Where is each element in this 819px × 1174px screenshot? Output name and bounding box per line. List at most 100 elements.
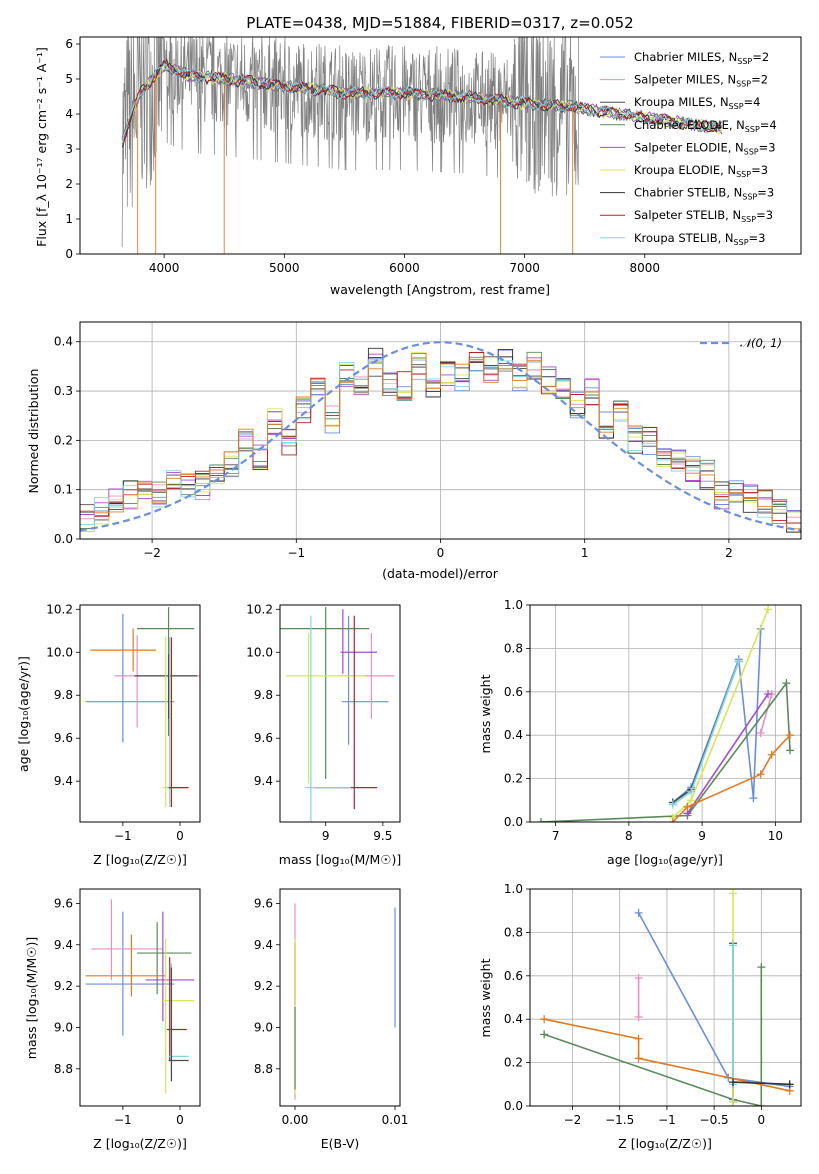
y-tick-label: 9.8 [254, 688, 273, 702]
errorbar-point [168, 637, 189, 807]
axes-frame [529, 888, 802, 1107]
errorbar-point [114, 635, 200, 728]
axes-frame [79, 36, 802, 255]
weight-marker [634, 1034, 643, 1043]
y-tick-label: 0.4 [54, 335, 73, 349]
x-tick-label: 0.01 [382, 1113, 409, 1127]
errorbar-point [340, 609, 378, 674]
y-tick-label: 0.6 [504, 685, 523, 699]
errorbar-point [90, 628, 156, 672]
mass-vs-ebv-panel: 0.00 0.01 8.8 9.0 9.2 9.4 9.6 E(B-V) [254, 888, 409, 1151]
x-tick-label: −1.5 [605, 1113, 634, 1127]
x-tick-label: 5000 [269, 261, 300, 275]
errorbar-point [341, 615, 389, 745]
axes-frame [529, 604, 802, 823]
y-tick-label: 9.6 [254, 731, 273, 745]
normal-curve [80, 341, 801, 532]
weight-marker [729, 889, 738, 898]
weight-series-line [543, 967, 763, 1106]
x-tick-label: −0.5 [700, 1113, 729, 1127]
weight-marker [729, 1097, 738, 1106]
x-tick-label: 7 [552, 829, 560, 843]
y-tick-label: 5 [65, 72, 73, 86]
y-tick-label: 9.2 [54, 979, 73, 993]
mass-vs-Z-panel: −1 0 8.8 9.0 9.2 9.4 9.6 Z [log₁₀(Z/Z☉)] mass … [24, 888, 201, 1151]
weight-vs-Z-xlabel: Z [log₁₀(Z/Z☉)] [618, 1136, 712, 1151]
plot-area [280, 607, 395, 822]
errorbar-point [162, 637, 183, 807]
weight-marker [734, 657, 743, 666]
plot-area [121, 37, 723, 254]
legend-entry: Chabrier STELIB, NSSP=3 [634, 186, 774, 202]
model-spectrum-line [121, 63, 723, 144]
y-tick-label: 8.8 [254, 1062, 273, 1076]
x-tick-label: 9.5 [373, 829, 392, 843]
y-tick-label: 6 [65, 37, 73, 51]
age-vs-Z-ylabel: age [log₁₀(age/yr)] [16, 656, 31, 772]
errorbar-point [85, 911, 175, 1036]
legend-entry: 𝒩(0, 1) [740, 336, 782, 350]
errorbar-point [85, 613, 175, 743]
y-tick-label: 1.0 [504, 882, 523, 896]
weight-series-line [686, 693, 769, 814]
weight-marker [786, 731, 795, 740]
weight-series-line [759, 693, 773, 734]
y-tick-label: 0.3 [54, 384, 73, 398]
y-tick-label: 4 [65, 107, 73, 121]
weight-marker [634, 1013, 643, 1022]
legend-entry: Kroupa ELODIE, NSSP=3 [634, 163, 768, 179]
x-tick-label: 10 [768, 829, 783, 843]
errorbar-point [91, 899, 163, 980]
model-spectrum-line [121, 61, 723, 145]
y-tick-label: 9.0 [254, 1020, 273, 1034]
errorbar-point [168, 967, 189, 1082]
histogram-step [80, 347, 801, 539]
weight-vs-Z-ylabel: mass weight [478, 958, 493, 1037]
y-tick-label: 0.0 [504, 1099, 523, 1113]
x-tick-label: −1 [114, 829, 132, 843]
x-tick-label: −1 [114, 1113, 132, 1127]
y-tick-label: 10.0 [46, 645, 73, 659]
y-tick-label: 0.8 [504, 925, 523, 939]
weight-marker [668, 818, 677, 822]
weight-marker [668, 800, 677, 809]
y-tick-label: 0.1 [54, 483, 73, 497]
y-tick-label: 0.2 [504, 772, 523, 786]
y-tick-label: 2 [65, 177, 73, 191]
y-tick-label: 0.4 [504, 1012, 523, 1026]
y-tick-label: 10.2 [46, 602, 73, 616]
x-tick-label: 7000 [509, 261, 540, 275]
y-tick-label: 9.6 [54, 731, 73, 745]
legend-entry: Salpeter STELIB, NSSP=3 [634, 208, 773, 224]
plot-area [536, 605, 795, 822]
axes-frame [279, 888, 401, 1107]
weight-vs-Z-panel: −2 −1.5 −1 −0.5 0 0.0 0.2 0.4 0.6 0.8 1.0 Z [log₁₀… [478, 882, 802, 1151]
weight-vs-age-ylabel: mass weight [478, 674, 493, 753]
x-tick-label: −1 [287, 546, 305, 560]
residual-xlabel: (data-model)/error [382, 566, 499, 581]
age-vs-Z-xlabel: Z [log₁₀(Z/Z☉)] [93, 852, 187, 867]
y-tick-label: 0.8 [504, 641, 523, 655]
mass-vs-ebv-xlabel: E(B-V) [321, 1136, 360, 1151]
weight-marker [756, 729, 765, 738]
weight-marker [782, 679, 791, 688]
y-tick-label: 0.0 [504, 815, 523, 829]
x-tick-label: 1 [581, 546, 589, 560]
axes-frame [79, 321, 802, 540]
errorbar-point [166, 957, 187, 1061]
y-tick-label: 10.2 [246, 602, 273, 616]
weight-marker [540, 1030, 549, 1039]
mass-vs-Z-xlabel: Z [log₁₀(Z/Z☉)] [93, 1136, 187, 1151]
errorbar-point [137, 922, 192, 995]
weight-marker [634, 908, 643, 917]
weight-series-line [672, 661, 740, 804]
weight-series-line [540, 680, 791, 822]
weight-vs-age-panel: 7 8 9 10 0.0 0.2 0.4 0.6 0.8 1.0 age [log₁₀(age/y… [478, 598, 802, 867]
errorbar-point [314, 615, 378, 810]
weight-marker [687, 796, 696, 805]
errorbar-point [166, 637, 187, 807]
plot-area [85, 607, 200, 807]
spectrum-panel: PLATE=0438, MJD=51884, FIBERID=0317, z=0… [34, 14, 802, 297]
x-tick-label: 0 [176, 1113, 184, 1127]
